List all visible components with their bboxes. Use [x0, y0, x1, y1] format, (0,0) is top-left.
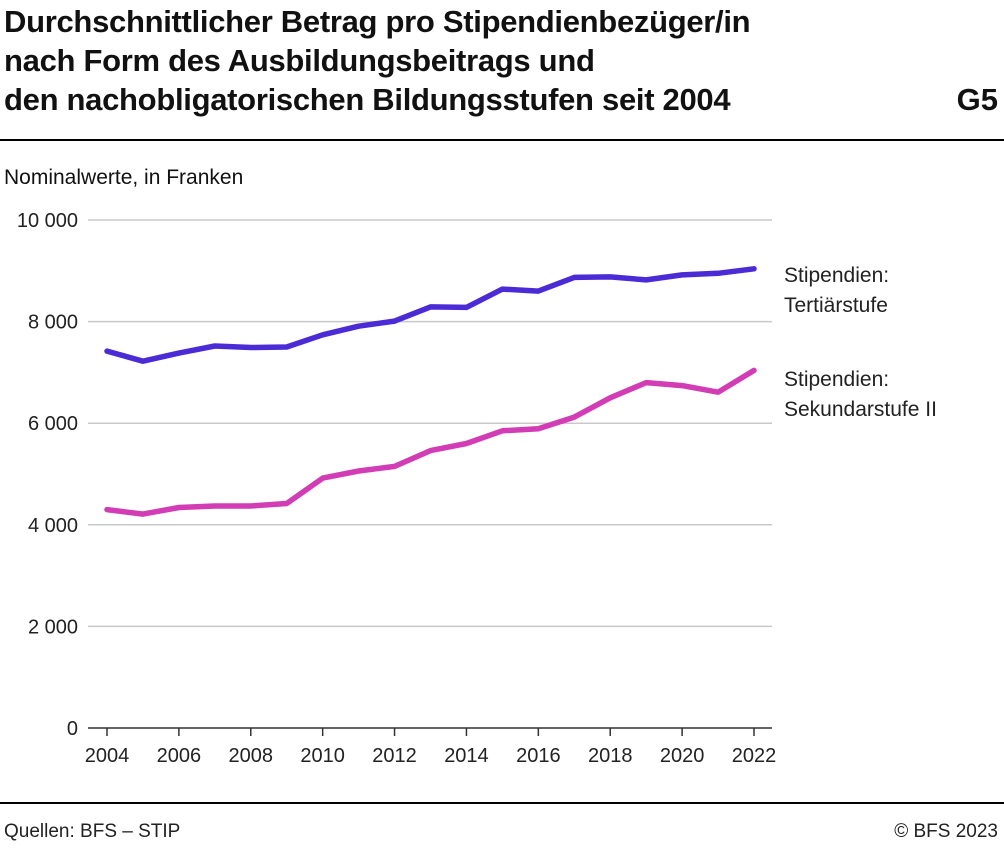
- title-line-1: Durchschnittlicher Betrag pro Stipendien…: [4, 4, 751, 39]
- x-tick-label: 2020: [660, 745, 705, 767]
- series-label: Stipendien:: [784, 264, 889, 287]
- footer-divider: [0, 802, 1004, 804]
- x-tick-label: 2022: [732, 745, 777, 767]
- x-tick-label: 2004: [85, 745, 130, 767]
- chart-title: Durchschnittlicher Betrag pro Stipendien…: [4, 2, 904, 119]
- source-note: Quellen: BFS – STIP: [4, 821, 181, 842]
- x-tick-label: 2016: [516, 745, 561, 767]
- y-tick-label: 2 000: [28, 616, 78, 638]
- y-tick-label: 4 000: [28, 515, 78, 537]
- x-tick-label: 2010: [300, 745, 345, 767]
- chart-subtitle: Nominalwerte, in Franken: [4, 166, 244, 189]
- x-tick-label: 2008: [229, 745, 274, 767]
- x-tick-label: 2006: [157, 745, 202, 767]
- copyright-note: © BFS 2023: [894, 821, 998, 842]
- y-tick-label: 8 000: [28, 312, 78, 334]
- series-label: Tertiärstufe: [784, 294, 888, 317]
- series-label: Sekundarstufe II: [784, 398, 937, 421]
- y-tick-label: 0: [67, 718, 78, 740]
- y-tick-label: 10 000: [17, 210, 78, 232]
- title-line-2: nach Form des Ausbildungsbeitrags und: [4, 43, 595, 78]
- chart-code: G5: [956, 82, 998, 117]
- x-tick-label: 2018: [588, 745, 633, 767]
- title-divider: [0, 139, 1004, 141]
- x-tick-label: 2012: [372, 745, 417, 767]
- x-tick-label: 2014: [444, 745, 489, 767]
- title-line-3: den nachobligatorischen Bildungsstufen s…: [4, 82, 731, 117]
- y-tick-label: 6 000: [28, 413, 78, 435]
- series-label: Stipendien:: [784, 368, 889, 391]
- series-line: [104, 266, 757, 364]
- series-line: [104, 367, 757, 517]
